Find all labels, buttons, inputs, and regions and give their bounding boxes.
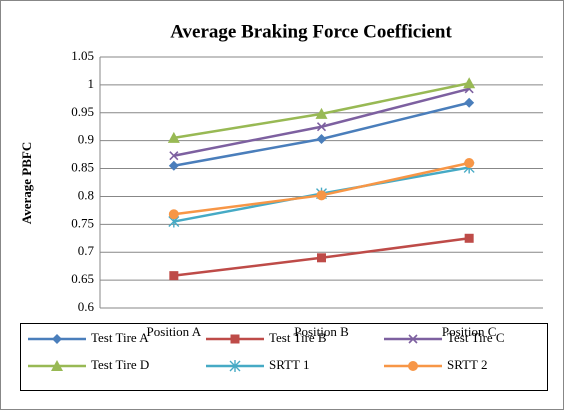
legend-marker [51, 360, 63, 371]
data-point [464, 233, 474, 243]
legend-label: Test Tire D [91, 357, 149, 372]
data-point [168, 160, 179, 171]
legend-marker [229, 360, 241, 372]
data-point [169, 151, 179, 161]
x-tick-label: Position C [442, 324, 497, 339]
legend-marker [408, 361, 418, 371]
legend-label: Test Tire C [447, 330, 505, 345]
legend-label: Test Tire A [91, 330, 149, 345]
y-tick-label: 0.95 [71, 104, 94, 119]
data-point [169, 271, 179, 281]
data-point [463, 77, 476, 89]
data-point [464, 97, 475, 108]
legend-label: SRTT 1 [269, 357, 310, 372]
data-point [316, 133, 327, 144]
y-tick-label: 1.05 [71, 48, 94, 63]
y-tick-label: 0.9 [78, 132, 94, 147]
y-tick-label: 0.7 [78, 243, 95, 258]
legend-label: Test Tire B [269, 330, 327, 345]
y-tick-label: 0.85 [71, 160, 94, 175]
y-tick-label: 0.6 [78, 299, 95, 314]
data-point [464, 157, 475, 168]
data-point [167, 131, 180, 143]
data-point [317, 253, 326, 263]
data-point [315, 107, 328, 119]
legend-marker [230, 334, 240, 344]
legend-marker [408, 334, 418, 344]
data-point [316, 122, 327, 132]
x-tick-label: Position B [294, 324, 349, 339]
legend-marker [52, 334, 62, 344]
chart-title: Average Braking Force Coefficient [170, 21, 452, 42]
data-point [316, 190, 327, 201]
y-tick-label: 0.75 [71, 215, 94, 230]
y-tick-label: 0.8 [78, 187, 94, 202]
legend-label: SRTT 2 [447, 357, 488, 372]
y-tick-label: 1 [88, 76, 95, 91]
y-axis-label: Average PBFC [19, 142, 34, 224]
legend-box [20, 323, 548, 391]
y-tick-label: 0.65 [71, 271, 94, 286]
data-point [168, 209, 179, 220]
x-tick-label: Position A [147, 324, 202, 339]
